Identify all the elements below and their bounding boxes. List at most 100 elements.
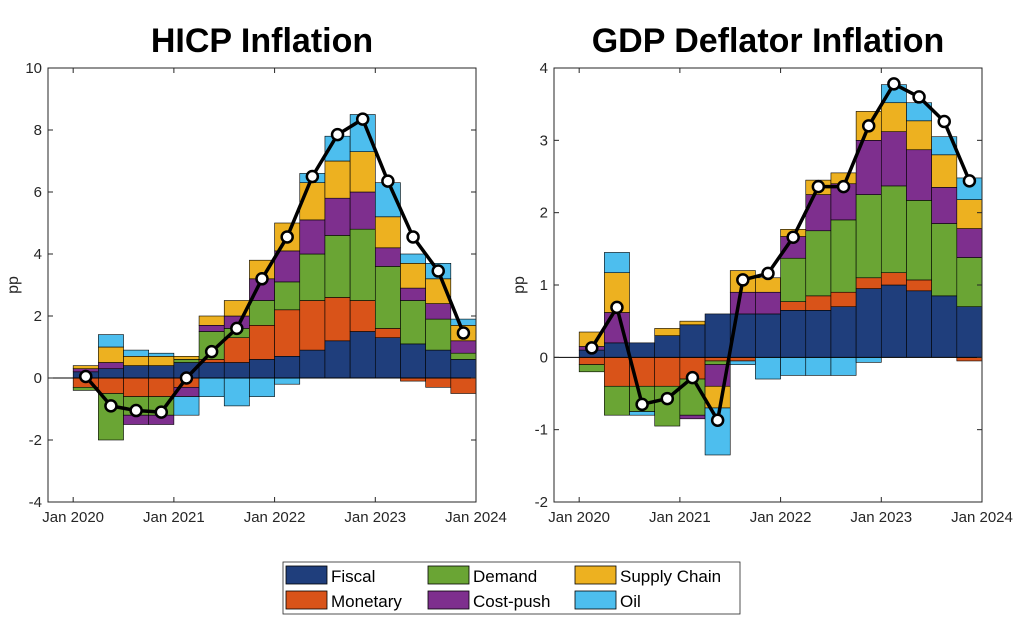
line-point bbox=[381, 174, 395, 188]
bar-oil bbox=[173, 396, 200, 416]
bar-costpush bbox=[956, 228, 983, 258]
legend-swatch-demand bbox=[427, 565, 470, 585]
bar-supply bbox=[148, 355, 175, 366]
bar-supply bbox=[299, 182, 326, 221]
bar-demand bbox=[931, 223, 958, 297]
bar-costpush bbox=[805, 194, 832, 232]
bar-demand bbox=[425, 318, 452, 351]
bar-fiscal bbox=[98, 368, 124, 379]
bar-costpush bbox=[98, 362, 124, 369]
bar-fiscal bbox=[956, 306, 983, 358]
line-point bbox=[610, 300, 624, 315]
y-tick-label: 4 bbox=[34, 246, 42, 263]
bar-oil bbox=[931, 136, 958, 156]
line-point bbox=[912, 90, 926, 104]
bar-supply bbox=[123, 355, 150, 366]
line-point bbox=[230, 321, 244, 336]
bar-supply bbox=[324, 160, 351, 199]
y-tick-label: 2 bbox=[540, 205, 548, 222]
line-point bbox=[104, 399, 118, 413]
bar-demand bbox=[173, 359, 200, 363]
bar-oil bbox=[223, 377, 250, 407]
bar-fiscal bbox=[123, 365, 150, 379]
x-tick-label: Jan 2023 bbox=[850, 509, 912, 526]
bar-monetary bbox=[123, 377, 150, 397]
bar-fiscal bbox=[855, 288, 882, 358]
bar-demand bbox=[780, 257, 807, 302]
bar-supply bbox=[400, 262, 426, 289]
bar-costpush bbox=[880, 131, 907, 187]
bar-monetary bbox=[704, 357, 731, 362]
legend-label-cost-push: Cost-push bbox=[473, 592, 550, 611]
line-point bbox=[861, 119, 876, 133]
legend-label-monetary: Monetary bbox=[331, 592, 402, 611]
x-tick-label: Jan 2021 bbox=[143, 509, 205, 526]
bar-fiscal bbox=[780, 310, 807, 358]
bar-fiscal bbox=[148, 365, 175, 379]
y-tick-label: 6 bbox=[34, 184, 42, 201]
line-point bbox=[456, 326, 471, 340]
y-tick-label: -1 bbox=[535, 422, 548, 439]
bar-demand bbox=[450, 352, 477, 360]
y-tick-label: -2 bbox=[29, 432, 42, 449]
bar-oil bbox=[98, 334, 124, 348]
legend-swatch-cost-push bbox=[427, 590, 470, 610]
bar-monetary bbox=[223, 337, 250, 363]
y-tick-label: 1 bbox=[540, 277, 548, 294]
bar-monetary bbox=[855, 277, 882, 289]
bar-fiscal bbox=[931, 295, 958, 358]
bar-fiscal bbox=[704, 313, 731, 358]
bar-supply bbox=[956, 199, 983, 229]
line-point bbox=[255, 272, 269, 286]
bar-oil bbox=[123, 349, 150, 357]
bar-supply bbox=[98, 346, 124, 363]
bar-fiscal bbox=[274, 355, 301, 379]
line-point bbox=[962, 174, 977, 188]
bar-fiscal bbox=[629, 342, 656, 358]
line-point bbox=[736, 273, 750, 287]
bar-demand bbox=[855, 194, 882, 279]
line-point bbox=[635, 397, 649, 412]
line-point bbox=[811, 179, 826, 194]
y-tick-label: 0 bbox=[34, 370, 42, 387]
bar-monetary bbox=[425, 377, 452, 388]
legend-swatch-oil bbox=[574, 590, 617, 610]
bar-demand bbox=[349, 228, 376, 301]
bar-oil bbox=[805, 357, 832, 376]
bar-fiscal bbox=[299, 349, 326, 379]
bar-costpush bbox=[198, 324, 225, 332]
bar-oil bbox=[629, 411, 656, 416]
bar-fiscal bbox=[906, 290, 932, 358]
bar-supply bbox=[173, 355, 200, 360]
bar-oil bbox=[855, 357, 882, 363]
bar-fiscal bbox=[830, 306, 857, 358]
bar-oil bbox=[729, 360, 756, 365]
bar-costpush bbox=[400, 287, 426, 301]
bar-oil bbox=[400, 253, 426, 264]
bar-demand bbox=[299, 253, 326, 301]
x-tick-label: Jan 2021 bbox=[649, 509, 711, 526]
x-tick-label: Jan 2020 bbox=[548, 509, 610, 526]
x-tick-label: Jan 2020 bbox=[42, 509, 104, 526]
bar-oil bbox=[249, 377, 275, 397]
bar-fiscal bbox=[324, 340, 351, 379]
x-tick-label: Jan 2024 bbox=[951, 509, 1013, 526]
bar-demand bbox=[906, 200, 932, 281]
bar-supply bbox=[906, 120, 932, 151]
bar-demand bbox=[830, 219, 857, 293]
y-tick-label: 4 bbox=[540, 60, 548, 77]
bar-demand bbox=[400, 300, 426, 345]
y-tick-label: 3 bbox=[540, 132, 548, 149]
bar-demand bbox=[324, 235, 351, 298]
line-point bbox=[431, 264, 445, 278]
line-point bbox=[660, 391, 675, 406]
bar-costpush bbox=[679, 414, 706, 420]
line-series bbox=[585, 77, 977, 428]
y-tick-label: 0 bbox=[540, 349, 548, 366]
bar-fiscal bbox=[374, 337, 401, 379]
bar-demand bbox=[374, 266, 401, 329]
bar-demand bbox=[880, 185, 907, 274]
bar-oil bbox=[198, 377, 225, 397]
bar-monetary bbox=[450, 377, 477, 394]
